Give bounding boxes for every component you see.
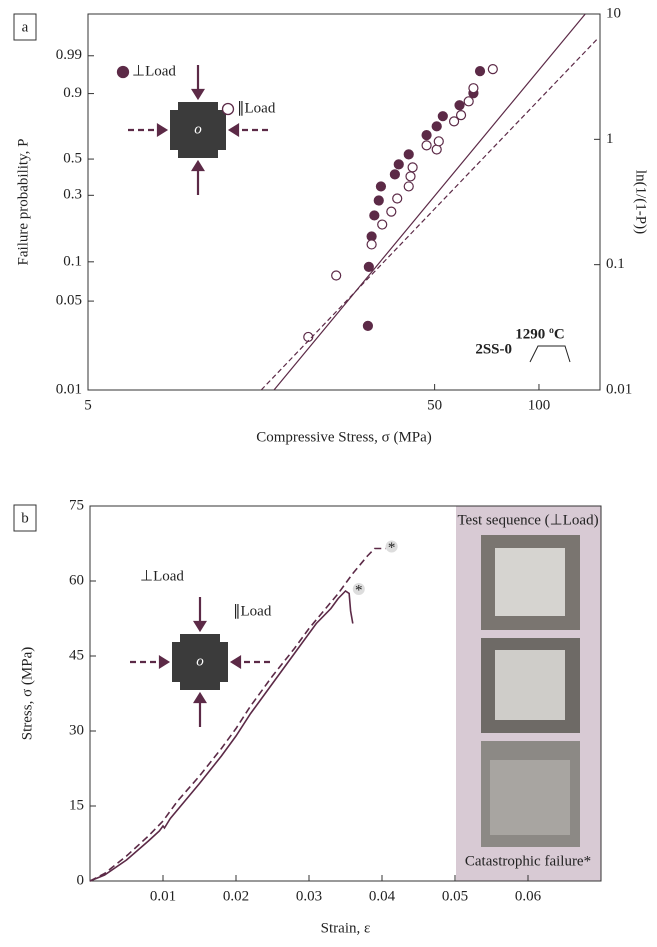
y-tick-label: 15 bbox=[69, 797, 84, 813]
data-line bbox=[89, 547, 386, 882]
data-point bbox=[431, 121, 442, 132]
annotation: 2SS-0 bbox=[475, 341, 512, 357]
data-point bbox=[392, 193, 403, 204]
data-line bbox=[89, 589, 354, 882]
x-tick-label: 0.02 bbox=[223, 888, 249, 904]
y-tick-label: 0.01 bbox=[56, 381, 82, 397]
plot-frame bbox=[89, 505, 602, 882]
y-axis-label: Stress, σ (MPa) bbox=[19, 647, 35, 741]
data-point bbox=[421, 140, 432, 151]
y-tick-label: 0.3 bbox=[63, 187, 82, 203]
panel-label: a bbox=[22, 19, 29, 35]
data-point bbox=[363, 261, 374, 272]
x-axis-label: Compressive Stress, σ (MPa) bbox=[256, 429, 432, 445]
y2-tick-label: 10 bbox=[606, 5, 621, 21]
data-point bbox=[362, 320, 374, 331]
annotation: 1290 ºC bbox=[515, 326, 565, 342]
data-point bbox=[386, 206, 397, 217]
data-point bbox=[433, 136, 444, 147]
load-diagram bbox=[128, 65, 268, 195]
annotation: * bbox=[355, 582, 363, 598]
y-tick-label: 45 bbox=[69, 647, 84, 663]
x-tick-label: 0.05 bbox=[442, 888, 468, 904]
data-point bbox=[377, 219, 388, 230]
data-point bbox=[375, 181, 387, 192]
data-point bbox=[369, 210, 380, 221]
x-tick-label: 0.03 bbox=[296, 888, 322, 904]
data-point bbox=[366, 239, 377, 250]
panel-label-box bbox=[13, 13, 37, 41]
annotation-bg bbox=[352, 583, 365, 595]
data-point bbox=[331, 270, 342, 281]
data-point bbox=[468, 83, 479, 94]
plot-frame bbox=[87, 13, 601, 391]
x-tick-label: 0.06 bbox=[515, 888, 542, 904]
x-tick-label: 0.01 bbox=[150, 888, 176, 904]
annotation-bg bbox=[385, 540, 398, 553]
y-tick-label: 30 bbox=[69, 722, 84, 738]
data-point bbox=[463, 96, 474, 107]
y-tick-label: 0.1 bbox=[63, 253, 82, 269]
data-point bbox=[487, 64, 498, 75]
data-point bbox=[431, 144, 442, 155]
y-tick-label: 0.5 bbox=[63, 151, 82, 167]
inset-photo-lattice bbox=[495, 548, 565, 616]
y2-tick-label: 0.01 bbox=[606, 381, 632, 397]
y-tick-label: 0 bbox=[77, 872, 85, 888]
x-tick-label: 0.04 bbox=[369, 888, 396, 904]
diagram-label: o bbox=[194, 121, 202, 137]
data-point bbox=[407, 162, 418, 173]
y-tick-label: 0.05 bbox=[56, 293, 82, 309]
data-point bbox=[373, 195, 384, 206]
y-axis-label: Failure probability, P bbox=[15, 139, 31, 266]
data-point bbox=[454, 100, 465, 111]
fit-line bbox=[273, 14, 586, 390]
inset-photo-lattice bbox=[495, 650, 565, 720]
data-point bbox=[448, 116, 460, 127]
panel-label: b bbox=[21, 510, 29, 526]
x-axis-label: Strain, ε bbox=[321, 920, 371, 936]
data-point bbox=[393, 159, 404, 170]
inset-caption: Catastrophic failure* bbox=[465, 853, 591, 869]
y2-axis-label: ln(1/(1-P)) bbox=[633, 170, 649, 234]
y-tick-label: 0.99 bbox=[56, 47, 82, 63]
data-point bbox=[403, 181, 414, 192]
x-tick-label: 50 bbox=[427, 397, 442, 413]
data-point bbox=[421, 130, 432, 141]
y2-tick-label: 0.1 bbox=[606, 256, 625, 272]
annotation: * bbox=[388, 540, 396, 556]
legend-label: ∥Load bbox=[233, 603, 272, 619]
data-point bbox=[389, 169, 400, 180]
legend-label: ⊥Load bbox=[132, 63, 176, 79]
y-tick-label: 0.9 bbox=[63, 85, 82, 101]
y2-tick-label: 1 bbox=[606, 131, 614, 147]
temperature-profile bbox=[529, 345, 571, 363]
data-point bbox=[455, 110, 467, 121]
legend-marker bbox=[221, 102, 235, 116]
data-point bbox=[405, 171, 416, 182]
fit-line bbox=[260, 37, 599, 390]
data-point bbox=[474, 66, 486, 77]
y-tick-label: 75 bbox=[69, 497, 84, 513]
panel-label-box bbox=[13, 504, 37, 532]
inset-photo-debris bbox=[490, 760, 570, 835]
load-diagram bbox=[130, 597, 270, 727]
legend-label: ∥Load bbox=[237, 100, 276, 116]
x-tick-label: 5 bbox=[84, 397, 92, 413]
data-point bbox=[403, 149, 414, 160]
legend-label: ⊥Load bbox=[140, 568, 184, 584]
y-tick-label: 60 bbox=[69, 572, 84, 588]
legend-marker bbox=[116, 65, 130, 79]
diagram-label: o bbox=[196, 653, 204, 669]
data-point bbox=[437, 111, 448, 122]
inset-title: Test sequence (⊥Load) bbox=[457, 512, 598, 528]
x-tick-label: 100 bbox=[528, 397, 551, 413]
